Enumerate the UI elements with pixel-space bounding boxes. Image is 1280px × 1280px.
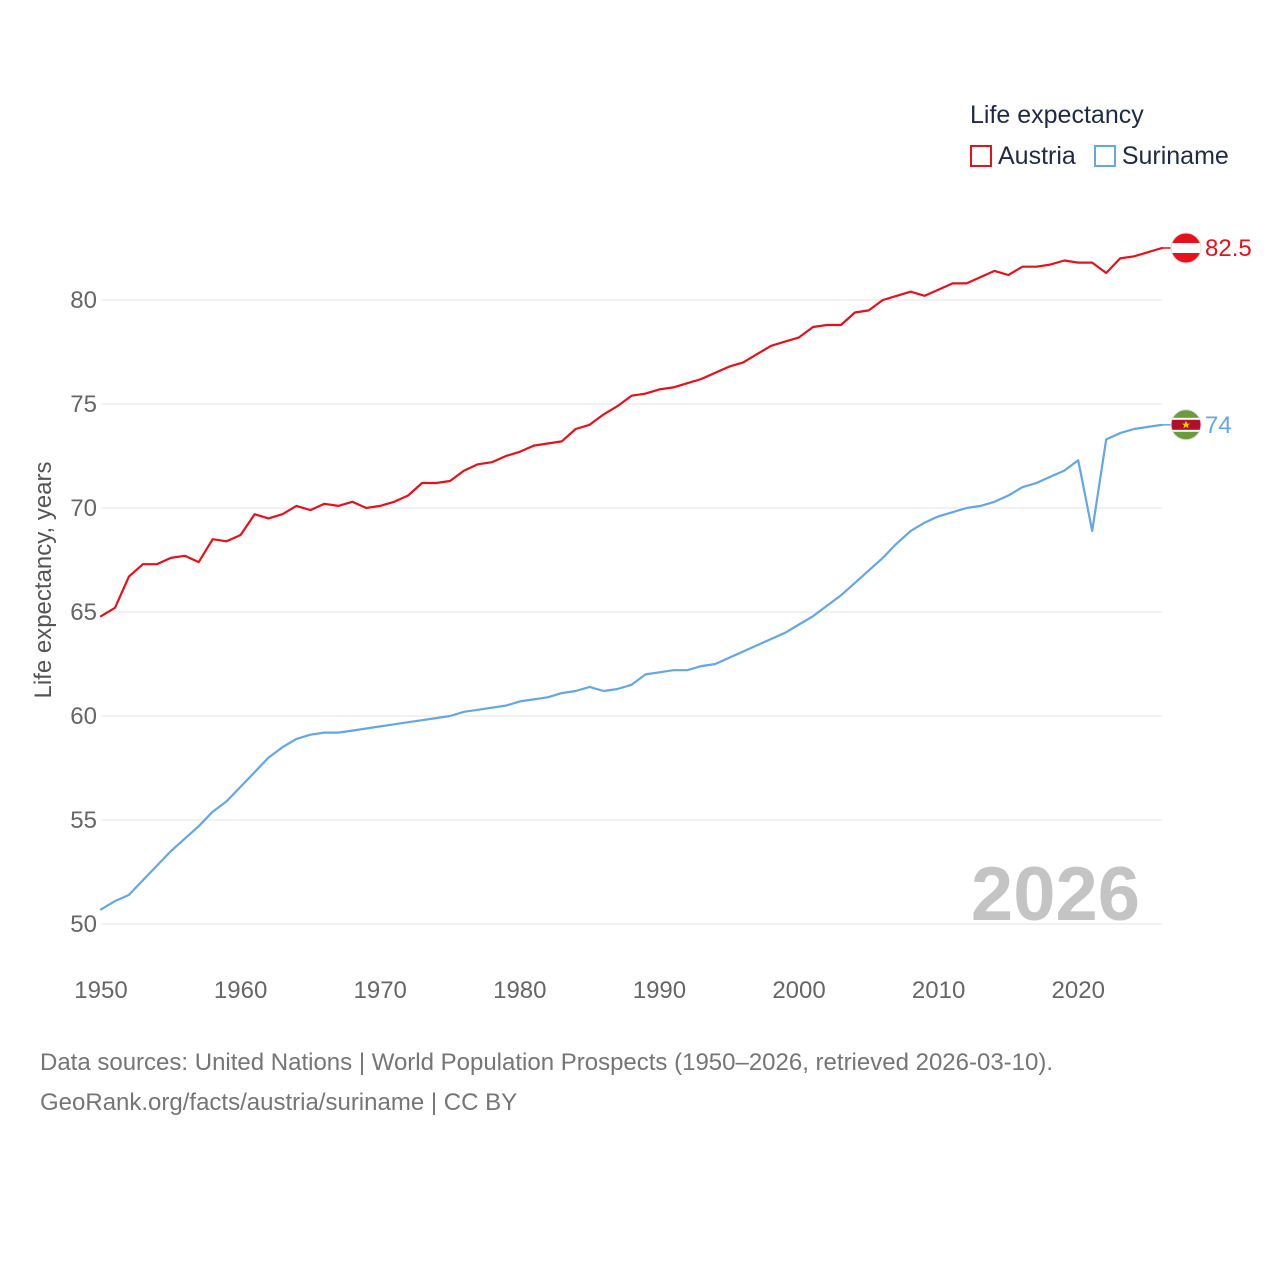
- legend-title: Life expectancy: [970, 101, 1144, 129]
- series-end-markers: 82.5 74: [1170, 232, 1252, 441]
- y-tick-label: 80: [70, 287, 97, 314]
- legend-swatch-austria: [970, 145, 992, 167]
- y-tick-label: 60: [70, 703, 97, 730]
- y-tick-label: 55: [70, 807, 97, 834]
- legend: Life expectancy Austria Suriname: [970, 100, 1229, 170]
- footer: Data sources: United Nations | World Pop…: [40, 1043, 1053, 1123]
- x-tick-label: 2000: [772, 977, 825, 1004]
- data-sources-text: Data sources: United Nations | World Pop…: [40, 1049, 1054, 1076]
- y-tick-label: 75: [70, 391, 97, 418]
- source-link[interactable]: GeoRank.org/facts/austria/suriname | CC …: [40, 1089, 518, 1116]
- austria-end-value-label: 82.5: [1205, 235, 1252, 262]
- y-tick-label: 50: [70, 911, 97, 938]
- series-layer: [99, 246, 1171, 911]
- suriname-flag-icon: [1170, 409, 1202, 441]
- y-tick-label: 70: [70, 495, 97, 522]
- y-axis-label: Life expectancy, years: [30, 461, 57, 698]
- x-tick-label: 2010: [912, 977, 965, 1004]
- x-tick-label: 1960: [214, 977, 267, 1004]
- x-axis-ticks: 1950 1960 1970 1980 1990 2000 2010 2020: [74, 977, 1105, 1004]
- legend-item-austria[interactable]: Austria: [970, 142, 1076, 170]
- suriname-end-value-label: 74: [1205, 412, 1232, 439]
- series-line-austria: [99, 246, 1164, 618]
- legend-swatch-suriname: [1093, 145, 1116, 167]
- gridlines: [101, 299, 1162, 925]
- y-tick-label: 65: [70, 599, 97, 626]
- austria-flag-icon: [1170, 232, 1202, 264]
- legend-item-suriname[interactable]: Suriname: [1093, 142, 1229, 170]
- x-tick-label: 1950: [74, 977, 127, 1004]
- x-tick-label: 1980: [493, 977, 546, 1004]
- x-tick-label: 1990: [633, 977, 686, 1004]
- x-tick-label: 1970: [354, 977, 407, 1004]
- x-tick-label: 2020: [1052, 977, 1105, 1004]
- year-watermark: 2026: [971, 852, 1140, 937]
- series-line-suriname: [99, 423, 1164, 911]
- legend-label-suriname: Suriname: [1121, 142, 1229, 170]
- y-axis-ticks: 50 55 60 65 70 75 80: [70, 287, 97, 938]
- legend-label-austria: Austria: [998, 142, 1076, 170]
